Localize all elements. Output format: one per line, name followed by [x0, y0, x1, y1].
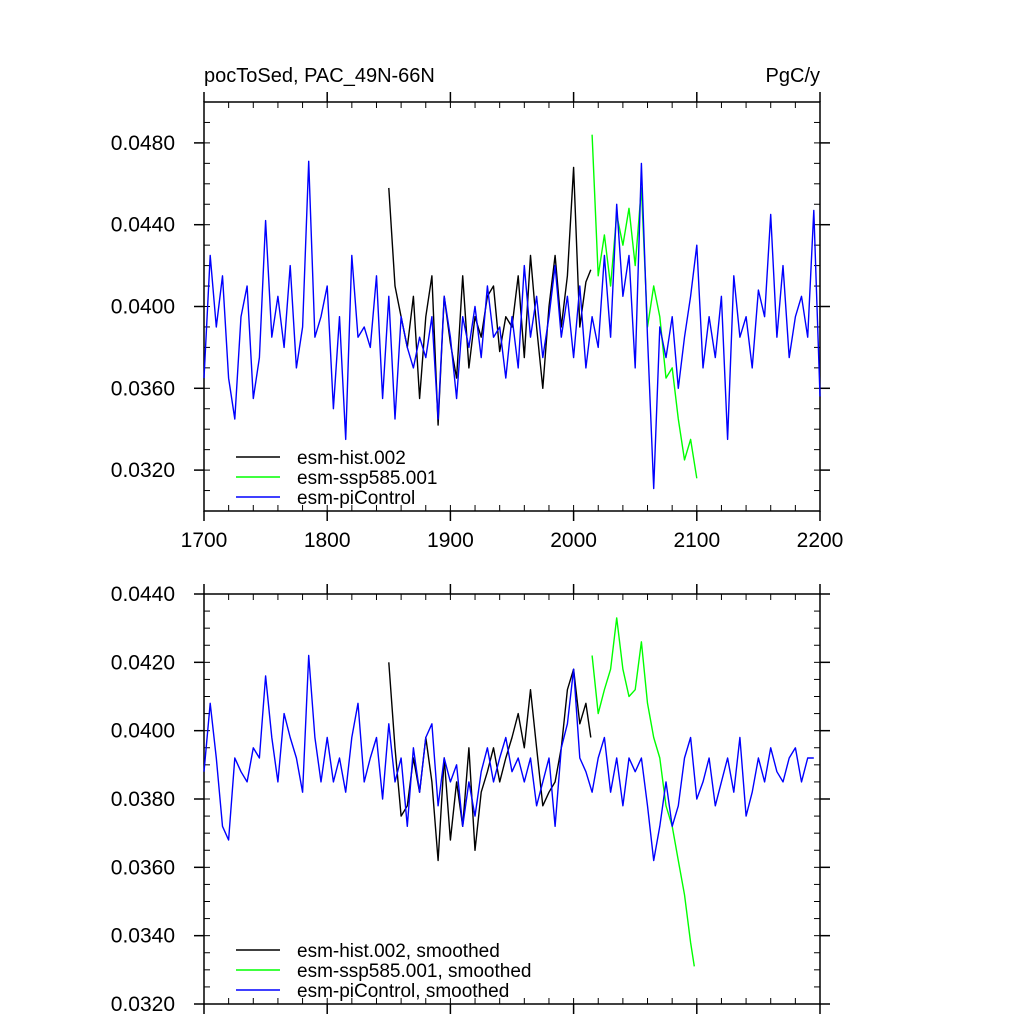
- x-tick-label: 1700: [181, 529, 228, 552]
- y-tick-label: 0.0400: [111, 296, 175, 319]
- chart-title: pocToSed, PAC_49N-66N: [204, 65, 435, 87]
- legend-label: esm-piControl: [297, 488, 415, 509]
- legend-label: esm-ssp585.001: [297, 468, 437, 489]
- x-tick-label: 2000: [550, 529, 597, 552]
- y-tick-label: 0.0340: [111, 925, 175, 948]
- x-tick-label: 2200: [797, 529, 844, 552]
- series-line-esm-picontrol-smoothed: [203, 654, 814, 862]
- x-tick-label: 2100: [673, 529, 720, 552]
- legend-label: esm-piControl, smoothed: [297, 981, 509, 1002]
- top-panel: 1700 1800 1900 2000 2100 2200 0.0320 0.0360 0.04…: [111, 92, 844, 552]
- y-tick-label: 0.0320: [111, 459, 175, 482]
- x-tick-label: 1800: [304, 529, 351, 552]
- units-label: PgC/y: [766, 65, 820, 87]
- series-line-esm-ssp585-001-smoothed: [591, 617, 695, 967]
- y-tick-label: 0.0440: [111, 583, 175, 606]
- legend-label: esm-ssp585.001, smoothed: [297, 961, 531, 982]
- series-line-esm-hist-002: [388, 166, 592, 426]
- y-tick-label: 0.0400: [111, 720, 175, 743]
- y-tick-label: 0.0380: [111, 788, 175, 811]
- x-tick-label: 1900: [427, 529, 474, 552]
- legend-label: esm-hist.002, smoothed: [297, 941, 500, 962]
- bottom-panel: 0.0320 0.0340 0.0360 0.0380 0.0400 0.0420 0.04…: [111, 583, 830, 1016]
- y-tick-label: 0.0320: [111, 993, 175, 1016]
- y-tick-label: 0.0360: [111, 856, 175, 879]
- legend-label: esm-hist.002: [297, 448, 406, 469]
- y-tick-label: 0.0420: [111, 651, 175, 674]
- y-tick-label: 0.0440: [111, 214, 175, 237]
- y-tick-label: 0.0360: [111, 377, 175, 400]
- series-line-esm-picontrol: [203, 160, 821, 490]
- y-tick-label: 0.0480: [111, 132, 175, 155]
